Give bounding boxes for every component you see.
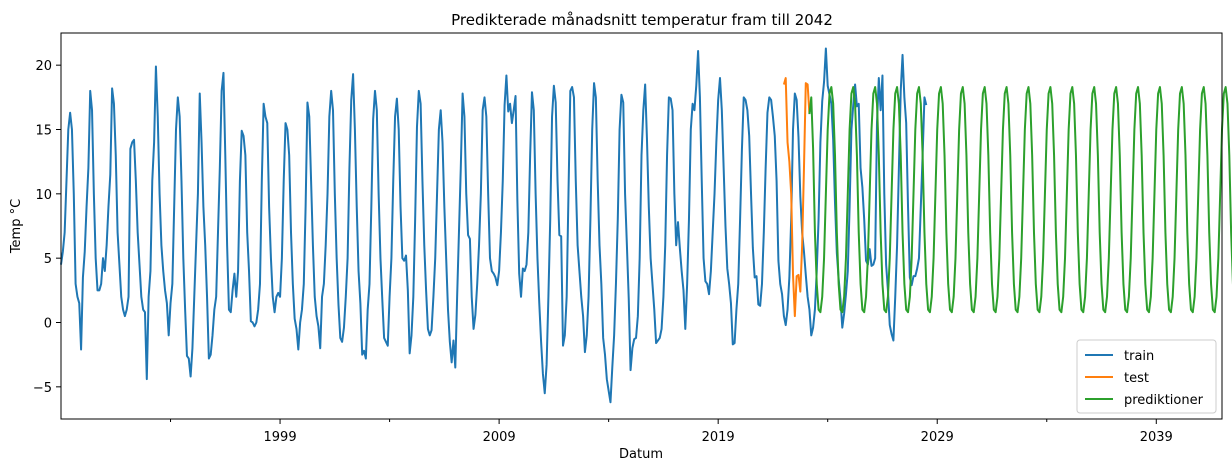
y-axis-label: Temp °C (9, 199, 24, 254)
x-tick-label: 2029 (921, 430, 954, 445)
y-tick-label: 20 (35, 59, 52, 74)
legend-label-prediktioner: prediktioner (1124, 393, 1204, 408)
legend-box (1076, 339, 1217, 414)
y-tick-label: 0 (44, 317, 52, 332)
series-line-prediktioner (808, 86, 1232, 314)
x-tick-label: 2039 (1140, 430, 1173, 445)
x-tick-label: 1999 (264, 430, 297, 445)
y-tick-label: 5 (44, 252, 52, 267)
plot-lines (60, 47, 1232, 404)
y-tick-label: 10 (35, 188, 52, 203)
x-axis-ticks: 1999 2009 2019 2029 2039 (170, 419, 1173, 445)
x-tick-label: 2009 (483, 430, 516, 445)
legend: train test prediktioner (1076, 339, 1217, 414)
legend-label-train: train (1124, 349, 1154, 364)
y-axis-ticks: −5 0 5 10 15 20 (33, 59, 61, 396)
series-line-test (782, 77, 811, 318)
y-tick-label: −5 (33, 381, 52, 396)
x-axis-label: Datum (619, 447, 663, 462)
x-tick-label: 2019 (702, 430, 735, 445)
legend-label-test: test (1124, 371, 1149, 386)
plot-frame (60, 32, 1223, 420)
y-tick-label: 15 (35, 124, 52, 139)
chart-title: Predikterade månadsnitt temperatur fram … (451, 11, 833, 29)
series-line-train (60, 47, 928, 404)
